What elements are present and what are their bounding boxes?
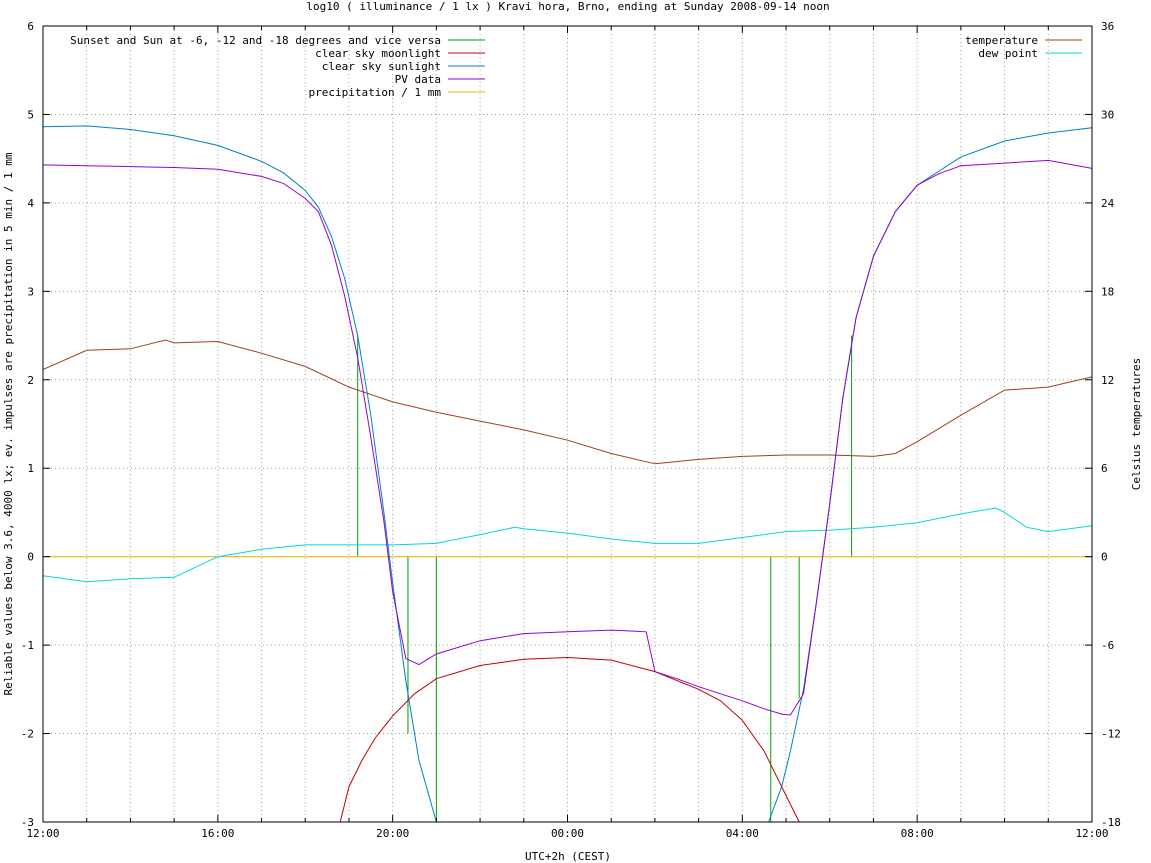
x-tick-label: 16:00 bbox=[201, 827, 234, 840]
x-tick-label: 04:00 bbox=[726, 827, 759, 840]
x-tick-label: 08:00 bbox=[901, 827, 934, 840]
y-tick-label: -3 bbox=[21, 816, 34, 829]
x-tick-label: 00:00 bbox=[551, 827, 584, 840]
y-tick-label: 1 bbox=[27, 462, 34, 475]
y2-tick-label: -18 bbox=[1101, 816, 1121, 829]
y2-tick-label: -6 bbox=[1101, 639, 1114, 652]
y2-tick-label: 30 bbox=[1101, 108, 1114, 121]
y-tick-label: -1 bbox=[21, 639, 34, 652]
y2-tick-label: 0 bbox=[1101, 551, 1108, 564]
y-tick-label: 0 bbox=[27, 551, 34, 564]
y-tick-label: 4 bbox=[27, 197, 34, 210]
chart-title: log10 ( illuminance / 1 lx ) Kravi hora,… bbox=[306, 0, 829, 13]
legend-left-label: Sunset and Sun at -6, -12 and -18 degree… bbox=[70, 34, 441, 47]
series-line-pv-data bbox=[43, 159, 1092, 716]
legend-left-label: PV data bbox=[395, 73, 441, 86]
x-tick-label: 12:00 bbox=[1075, 827, 1108, 840]
y2-tick-label: 24 bbox=[1101, 197, 1115, 210]
y2-tick-label: 12 bbox=[1101, 374, 1114, 387]
y2-tick-label: 6 bbox=[1101, 462, 1108, 475]
y-tick-label: -2 bbox=[21, 728, 34, 741]
y2-tick-label: -12 bbox=[1101, 728, 1121, 741]
legend-left-label: precipitation / 1 mm bbox=[309, 86, 442, 99]
series-line-temperature bbox=[43, 339, 1092, 465]
legend-left-label: clear sky sunlight bbox=[322, 60, 441, 73]
x-axis-label: UTC+2h (CEST) bbox=[525, 850, 611, 863]
series-layer bbox=[43, 125, 1092, 822]
y2-tick-label: 18 bbox=[1101, 285, 1114, 298]
series-line-dew-point bbox=[43, 507, 1092, 583]
y-tick-label: 3 bbox=[27, 285, 34, 298]
y-axis-label: Reliable values below 3.6, 4000 lx; ev. … bbox=[2, 152, 15, 695]
legends: Sunset and Sun at -6, -12 and -18 degree… bbox=[70, 34, 1082, 99]
y-tick-label: 5 bbox=[27, 108, 34, 121]
y2-axis-label: Celsius temperatures bbox=[1130, 358, 1143, 490]
legend-right-label: dew point bbox=[978, 47, 1038, 60]
series-line-clear-sky-moonlight bbox=[339, 656, 800, 822]
y2-tick-label: 36 bbox=[1101, 20, 1114, 33]
x-tick-label: 20:00 bbox=[376, 827, 409, 840]
legend-left-label: clear sky moonlight bbox=[315, 47, 441, 60]
y-tick-label: 6 bbox=[27, 20, 34, 33]
x-tick-label: 12:00 bbox=[26, 827, 59, 840]
legend-right-label: temperature bbox=[965, 34, 1038, 47]
ticks: 12:00 16:00 20:00 00:00 04:00 08:00 12:00 6 5 4 3 2… bbox=[21, 20, 1121, 840]
y-tick-label: 2 bbox=[27, 374, 34, 387]
grid bbox=[43, 26, 1092, 822]
